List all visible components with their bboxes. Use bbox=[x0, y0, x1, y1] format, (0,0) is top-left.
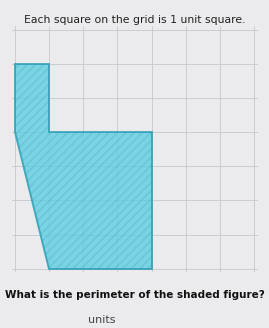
Polygon shape bbox=[15, 64, 152, 269]
Text: units: units bbox=[89, 315, 116, 325]
Text: Each square on the grid is 1 unit square.: Each square on the grid is 1 unit square… bbox=[24, 15, 245, 25]
Text: What is the perimeter of the shaded figure?: What is the perimeter of the shaded figu… bbox=[5, 290, 264, 300]
